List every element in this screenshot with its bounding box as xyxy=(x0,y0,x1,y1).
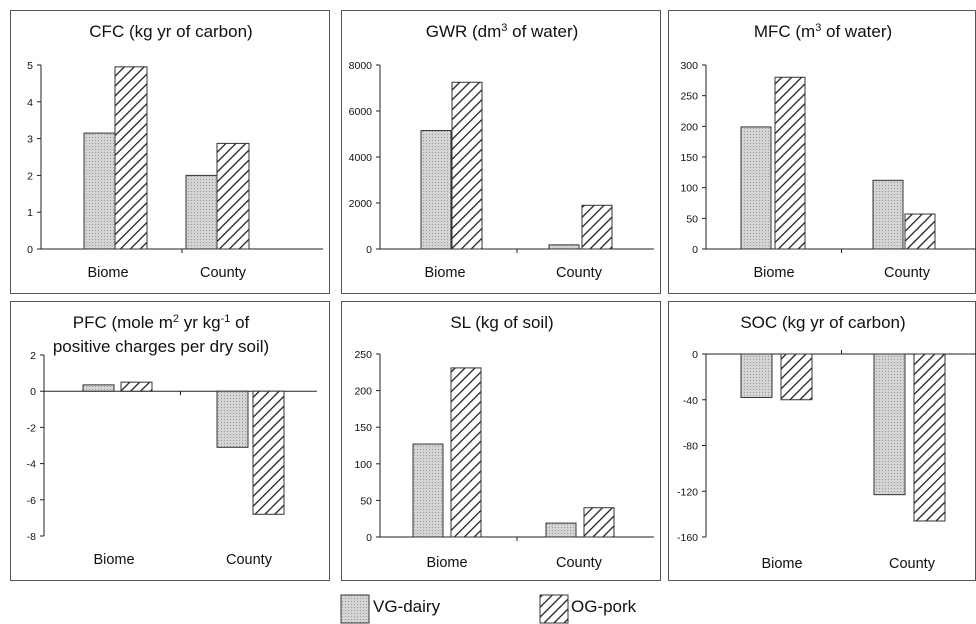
bar-vg-dairy-county xyxy=(216,390,249,448)
y-tick-label: 250 xyxy=(680,91,698,103)
bar-vg-dairy-county xyxy=(873,353,906,496)
bar-og-pork-county xyxy=(581,204,613,250)
y-tick-label: 250 xyxy=(354,349,372,361)
y-tick-label: -6 xyxy=(27,495,36,507)
chart-title: PFC (mole m2 yr kg-1 of xyxy=(73,313,250,332)
x-category-label: County xyxy=(556,555,603,571)
x-category-label: County xyxy=(200,265,247,281)
chart-sl: SL (kg of soil) 0 50 100 150 200 250 Biome Count… xyxy=(354,313,654,571)
chart-panel-gwr: GWR (dm3 of water) 0 2000 4000 6000 8000 Biome… xyxy=(341,10,661,294)
chart-panel-cfc: CFC (kg yr of carbon) 0 1 2 3 4 5 Biome County xyxy=(10,10,330,294)
chart-title: CFC (kg yr of carbon) xyxy=(89,22,252,41)
y-tick-label: 3 xyxy=(27,134,33,146)
chart-title: SOC (kg yr of carbon) xyxy=(740,313,905,332)
y-tick-label: 5 xyxy=(27,60,33,72)
y-tick-label: -2 xyxy=(27,422,36,434)
bar-og-pork-biome xyxy=(114,66,148,250)
y-tick-label: 150 xyxy=(680,152,698,164)
bar-vg-dairy-biome xyxy=(82,384,115,392)
y-tick-label: -80 xyxy=(683,441,698,453)
y-tick-label: 2 xyxy=(30,350,36,362)
chart-soc: SOC (kg yr of carbon) -160 -120 -80 -40 0 Biom… xyxy=(677,313,976,572)
y-tick-label: -4 xyxy=(27,459,36,471)
chart-pfc: PFC (mole m2 yr kg-1 of positive charges … xyxy=(27,313,317,568)
y-tick-label: 200 xyxy=(354,386,372,398)
x-category-label: Biome xyxy=(761,556,802,572)
bar-og-pork-biome xyxy=(780,353,813,401)
y-tick-label: 0 xyxy=(692,349,698,361)
y-tick-label: 0 xyxy=(366,532,372,544)
x-category-label: County xyxy=(556,265,603,281)
bar-og-pork-biome xyxy=(120,381,153,392)
legend-swatch-og-pork xyxy=(539,594,569,624)
bar-vg-dairy-biome xyxy=(740,126,772,250)
chart-mfc: MFC (m3 of water) 0 50 100 150 200 250 300 Biome… xyxy=(680,22,976,281)
y-tick-label: 4 xyxy=(27,97,33,109)
bar-vg-dairy-county xyxy=(545,522,577,538)
legend-swatch-vg-dairy xyxy=(340,594,370,624)
bar-vg-dairy-county xyxy=(872,179,904,250)
bar-og-pork-county xyxy=(904,213,936,250)
y-tick-label: 100 xyxy=(680,183,698,195)
legend: VG-dairy OG-pork xyxy=(0,592,976,624)
bar-vg-dairy-county xyxy=(185,174,219,250)
y-tick-label: -120 xyxy=(677,486,698,498)
legend-swatches xyxy=(340,594,569,624)
y-tick-label: 0 xyxy=(27,244,33,256)
x-category-label: County xyxy=(889,556,936,572)
y-tick-label: 200 xyxy=(680,121,698,133)
x-category-label: County xyxy=(226,552,273,568)
x-category-label: Biome xyxy=(753,265,794,281)
y-tick-label: -160 xyxy=(677,532,698,544)
chart-panel-soc: SOC (kg yr of carbon) -160 -120 -80 -40 0 Biom… xyxy=(668,301,976,581)
chart-title: SL (kg of soil) xyxy=(450,313,553,332)
y-tick-label: 150 xyxy=(354,422,372,434)
x-category-label: Biome xyxy=(424,265,465,281)
bar-og-pork-biome xyxy=(774,76,806,250)
y-tick-label: 50 xyxy=(686,213,698,225)
chart-panel-mfc: MFC (m3 of water) 0 50 100 150 200 250 300 Biome… xyxy=(668,10,976,294)
x-category-label: Biome xyxy=(426,555,467,571)
x-category-label: Biome xyxy=(87,265,128,281)
chart-title: GWR (dm3 of water) xyxy=(426,22,579,41)
bar-vg-dairy-biome xyxy=(420,130,452,250)
y-tick-label: -40 xyxy=(683,395,698,407)
y-tick-label: 6000 xyxy=(349,106,373,118)
x-category-label: County xyxy=(884,265,931,281)
chart-cfc: CFC (kg yr of carbon) 0 1 2 3 4 5 Biome County xyxy=(27,22,323,281)
bar-og-pork-biome xyxy=(451,81,483,250)
legend-label-vg-dairy: VG-dairy xyxy=(373,597,441,616)
chart-panel-pfc: PFC (mole m2 yr kg-1 of positive charges … xyxy=(10,301,330,581)
y-tick-label: 50 xyxy=(360,495,372,507)
bar-vg-dairy-biome xyxy=(740,353,773,398)
chart-gwr: GWR (dm3 of water) 0 2000 4000 6000 8000 Biome… xyxy=(349,22,654,281)
y-tick-label: 0 xyxy=(30,386,36,398)
legend-label-og-pork: OG-pork xyxy=(571,597,637,616)
y-tick-label: 2 xyxy=(27,170,33,182)
bar-og-pork-biome xyxy=(450,367,482,538)
y-tick-label: 4000 xyxy=(349,152,373,164)
y-tick-label: -8 xyxy=(27,531,36,543)
bar-og-pork-county xyxy=(583,507,615,538)
bar-vg-dairy-biome xyxy=(412,443,444,538)
y-tick-label: 300 xyxy=(680,60,698,72)
bar-vg-dairy-biome xyxy=(83,132,117,250)
bar-og-pork-county xyxy=(252,390,285,515)
y-tick-label: 100 xyxy=(354,459,372,471)
chart-title-line2: positive charges per dry soil) xyxy=(53,337,269,356)
bar-og-pork-county xyxy=(913,353,946,522)
x-category-label: Biome xyxy=(93,552,134,568)
bar-vg-dairy-county xyxy=(548,244,580,250)
y-tick-label: 0 xyxy=(366,244,372,256)
y-tick-label: 0 xyxy=(692,244,698,256)
chart-panel-sl: SL (kg of soil) 0 50 100 150 200 250 Biome Count… xyxy=(341,301,661,581)
y-tick-label: 2000 xyxy=(349,198,373,210)
y-tick-label: 1 xyxy=(27,207,33,219)
y-tick-label: 8000 xyxy=(349,60,373,72)
bar-og-pork-county xyxy=(216,142,250,250)
chart-title: MFC (m3 of water) xyxy=(754,22,892,41)
